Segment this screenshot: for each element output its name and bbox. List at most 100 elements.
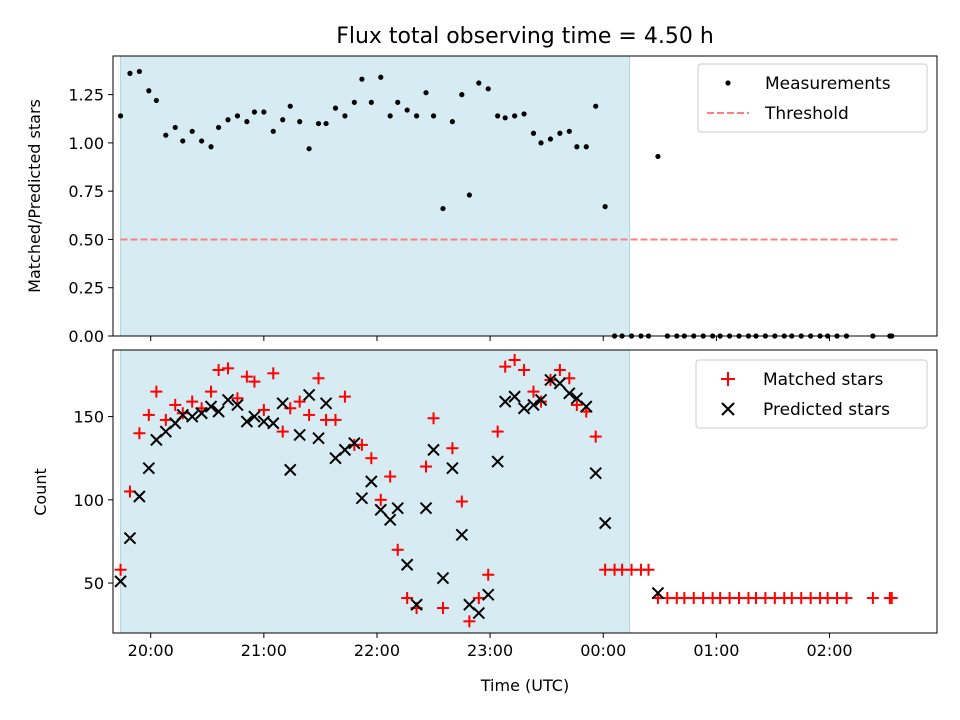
measurement-point (574, 144, 580, 150)
predicted-star-point (527, 398, 540, 412)
predicted-star-point (455, 528, 469, 541)
matched-star-point (391, 543, 404, 556)
measurement-point (270, 128, 276, 134)
top-ytick-label: 0.25 (68, 279, 104, 298)
measurement-point (208, 144, 214, 150)
bottom-ylabel: Count (31, 468, 50, 516)
measurement-point (153, 97, 159, 104)
predicted-star-point (446, 461, 459, 475)
matched-star-point (589, 430, 602, 443)
matched-star-point (482, 568, 495, 581)
measurement-point (593, 103, 599, 109)
bottom-panel: 50 100 150 20:00 21:00 22:00 23:00 00:00 01:00 0… (31, 349, 938, 695)
measurement-point (512, 113, 518, 119)
predicted-star-point (508, 390, 521, 403)
predicted-star-point (365, 475, 378, 488)
measurement-point (459, 92, 465, 98)
matched-star-point (338, 390, 351, 403)
matched-star-point (365, 452, 378, 465)
bottom-legend-frame (695, 359, 928, 429)
measurement-point (530, 130, 537, 136)
top-panel: Flux total observing time = 4.50 h 0.00 0… (25, 24, 938, 346)
matched-star-point (436, 602, 449, 615)
matched-star-point (518, 363, 531, 376)
predicted-star-point (204, 400, 218, 413)
measurement-point (215, 124, 222, 131)
matched-star-point (159, 413, 172, 426)
matched-star-point (420, 460, 433, 473)
measurement-point (332, 105, 339, 111)
predicted-star-point (419, 501, 433, 515)
matched-star-point (257, 403, 270, 416)
measurement-point (395, 99, 401, 105)
predicted-star-point (248, 410, 261, 423)
matched-star-point (508, 353, 521, 366)
matched-star-point (642, 563, 655, 576)
top-ytick-label: 0.00 (68, 327, 104, 346)
measurement-point (359, 76, 365, 82)
measurement-point (199, 138, 205, 144)
predicted-star-point (312, 432, 325, 445)
bottom-xtick-label: 20:00 (128, 641, 174, 660)
matched-star-point (374, 493, 387, 506)
matched-star-point (212, 363, 225, 376)
measurement-point (251, 109, 258, 115)
bottom-ytick-label: 50 (84, 574, 104, 593)
predicted-star-point (212, 405, 225, 418)
bottom-ytick-label: 150 (73, 408, 104, 427)
matched-star-point (570, 398, 583, 411)
top-ylabel: Matched/Predicted stars (25, 99, 44, 293)
measurement-point (234, 113, 241, 119)
top-axes-frame (112, 55, 938, 337)
matched-star-point (499, 360, 512, 373)
matched-star-point (205, 385, 218, 398)
measurement-point (502, 115, 508, 121)
measurement-point (306, 146, 312, 152)
measurement-point (368, 99, 374, 105)
bottom-xtick-label: 21:00 (241, 641, 287, 660)
matched-star-point (186, 395, 199, 408)
matched-star-point (114, 563, 127, 576)
measurement-point (440, 205, 446, 212)
matched-star-point (840, 592, 853, 605)
predicted-star-point (114, 575, 127, 588)
measurement-point (430, 113, 437, 119)
matched-star-point (142, 408, 155, 421)
matched-star-point (472, 592, 485, 605)
measurement-point (404, 107, 410, 113)
measurement-point (466, 192, 472, 198)
bottom-xtick-label: 22:00 (354, 641, 400, 660)
bottom-xlabel: Time (UTC) (480, 676, 569, 695)
legend-matched-marker (721, 372, 735, 386)
predicted-star-point (400, 558, 414, 571)
measurement-point (244, 119, 250, 125)
predicted-star-point (598, 516, 612, 530)
predicted-star-point (240, 415, 254, 428)
measurement-point (323, 120, 329, 127)
top-ytick-label: 1.00 (68, 134, 104, 153)
top-observing-window (120, 55, 631, 337)
measurement-point (136, 68, 142, 75)
predicted-star-point (517, 402, 531, 415)
matched-star-point (293, 395, 306, 408)
matched-star-point (240, 370, 253, 383)
predicted-star-point (383, 513, 397, 527)
matched-star-point (401, 592, 414, 605)
predicted-star-point (491, 455, 504, 468)
measurement-point (172, 124, 178, 131)
top-title: Flux total observing time = 4.50 h (336, 24, 714, 49)
predicted-star-point (534, 393, 548, 407)
top-legend: Measurements Threshold (697, 63, 928, 133)
measurement-point (117, 113, 124, 119)
matched-star-point (284, 402, 297, 415)
matched-star-point (329, 413, 342, 426)
bottom-marks (114, 353, 898, 628)
predicted-star-point (544, 373, 557, 387)
predicted-star-point (472, 606, 486, 620)
measurement-point (423, 90, 429, 96)
bottom-xtick-label: 00:00 (580, 641, 626, 660)
predicted-star-point (553, 377, 567, 390)
measurement-point (261, 109, 267, 115)
predicted-star-point (231, 398, 244, 412)
legend-threshold-label: Threshold (764, 104, 849, 124)
